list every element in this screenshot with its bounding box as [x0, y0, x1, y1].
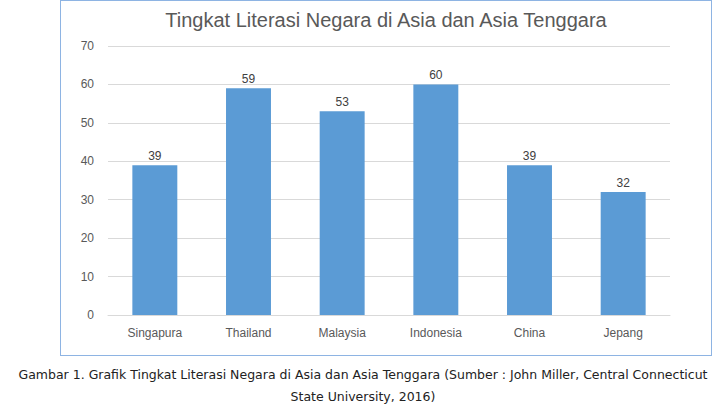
- svg-text:Jepang: Jepang: [603, 326, 642, 340]
- svg-text:Thailand: Thailand: [225, 326, 271, 340]
- svg-text:30: 30: [81, 193, 95, 207]
- html-text:Gambar 1. Grafik Tingkat Liter: Gambar 1. Grafik Tingkat Literasi Negara…: [18, 367, 708, 404]
- svg-text:53: 53: [335, 95, 349, 109]
- svg-text:59: 59: [242, 72, 256, 86]
- svg-text:40: 40: [81, 154, 95, 168]
- svg-text:0: 0: [87, 308, 94, 322]
- svg-text:70: 70: [81, 39, 95, 53]
- svg-text:Indonesia: Indonesia: [410, 326, 462, 340]
- svg-text:32: 32: [616, 176, 630, 190]
- svg-text:10: 10: [81, 270, 95, 284]
- svg-text:Tingkat Literasi Negara di Asi: Tingkat Literasi Negara di Asia dan Asia…: [165, 9, 607, 31]
- svg-text:Singapura: Singapura: [127, 326, 182, 340]
- svg-text:Malaysia: Malaysia: [318, 326, 366, 340]
- svg-text:39: 39: [148, 149, 162, 163]
- svg-text:39: 39: [523, 149, 537, 163]
- svg-text:50: 50: [81, 116, 95, 130]
- svg-text:20: 20: [81, 231, 95, 245]
- svg-text:60: 60: [81, 77, 95, 91]
- svg-text:60: 60: [429, 68, 443, 82]
- svg-text:China: China: [514, 326, 546, 340]
